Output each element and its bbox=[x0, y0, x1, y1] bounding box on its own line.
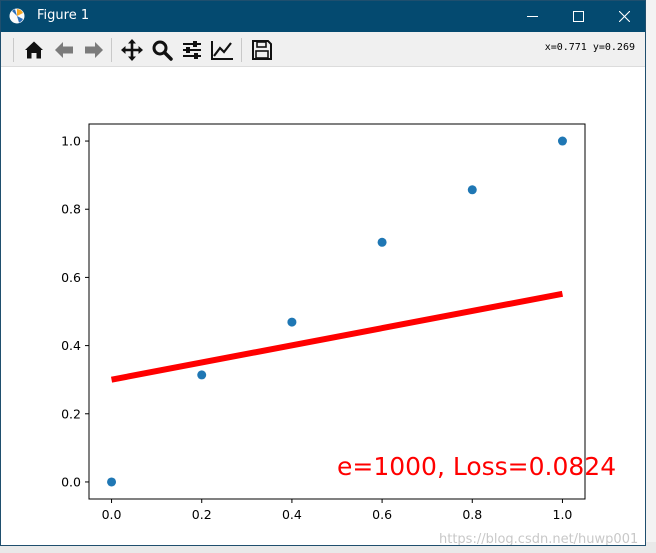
cursor-coordinates: x=0.771 y=0.269 bbox=[544, 42, 635, 53]
x-tick-label: 0.6 bbox=[372, 507, 392, 522]
forward-button[interactable] bbox=[81, 37, 107, 63]
plot-svg[interactable]: 0.0 0.2 0.4 0.6 0.8 1.0 0.0 0.2 0.4 0.6 0.8 1.0 e=… bbox=[1, 67, 645, 545]
edit-axis-icon bbox=[211, 41, 233, 60]
x-tick-label: 0.8 bbox=[462, 507, 482, 522]
y-tick-label: 0.6 bbox=[61, 270, 81, 285]
back-button[interactable] bbox=[51, 37, 77, 63]
save-button[interactable] bbox=[249, 37, 275, 63]
home-icon bbox=[25, 41, 43, 59]
y-axis-ticks: 0.0 0.2 0.4 0.6 0.8 1.0 bbox=[61, 134, 89, 489]
back-arrow-icon bbox=[55, 42, 73, 58]
watermark-text: https://blog.csdn.net/huwp001 bbox=[439, 532, 638, 545]
y-tick-label: 0.0 bbox=[61, 474, 81, 489]
toolbar-grip bbox=[13, 38, 14, 62]
scatter-point bbox=[197, 370, 207, 380]
pan-button[interactable] bbox=[119, 37, 145, 63]
scatter-point bbox=[287, 317, 297, 327]
scatter-point bbox=[377, 237, 387, 247]
x-tick-label: 0.4 bbox=[282, 507, 302, 522]
app-logo-icon bbox=[9, 8, 25, 24]
background-window-bottom bbox=[0, 542, 656, 553]
close-icon bbox=[618, 11, 630, 22]
axes-frame bbox=[88, 123, 586, 500]
window-title: Figure 1 bbox=[37, 8, 90, 23]
figure-canvas[interactable]: 0.0 0.2 0.4 0.6 0.8 1.0 0.0 0.2 0.4 0.6 0.8 1.0 e=… bbox=[1, 67, 645, 545]
y-tick-label: 0.4 bbox=[61, 338, 81, 353]
home-button[interactable] bbox=[21, 37, 47, 63]
maximize-button[interactable] bbox=[555, 1, 601, 32]
forward-arrow-icon bbox=[85, 42, 103, 58]
configure-subplots-button[interactable] bbox=[179, 37, 205, 63]
toolbar-separator bbox=[111, 38, 112, 62]
minimize-icon bbox=[526, 16, 538, 17]
plot-marks bbox=[107, 136, 567, 487]
x-tick-label: 0.2 bbox=[192, 507, 212, 522]
title-bar[interactable]: Figure 1 bbox=[1, 1, 645, 32]
toolbar-separator bbox=[241, 38, 242, 62]
scatter-point bbox=[467, 185, 477, 195]
close-button[interactable] bbox=[601, 1, 647, 32]
scatter-point bbox=[557, 136, 567, 146]
pan-move-icon bbox=[121, 39, 143, 61]
y-tick-label: 0.8 bbox=[61, 202, 81, 217]
scatter-point bbox=[107, 477, 117, 487]
figure-window: Figure 1 bbox=[0, 0, 646, 546]
x-tick-label: 1.0 bbox=[553, 507, 573, 522]
x-axis-ticks: 0.0 0.2 0.4 0.6 0.8 1.0 bbox=[102, 499, 573, 522]
edit-axis-button[interactable] bbox=[209, 37, 235, 63]
y-tick-label: 1.0 bbox=[61, 134, 81, 149]
maximize-icon bbox=[572, 11, 584, 22]
minimize-button[interactable] bbox=[509, 1, 555, 32]
y-tick-label: 0.2 bbox=[61, 406, 81, 421]
navigation-toolbar: x=0.771 y=0.269 bbox=[1, 32, 645, 67]
zoom-magnifier-icon bbox=[152, 40, 173, 61]
loss-annotation: e=1000, Loss=0.0824 bbox=[337, 452, 616, 481]
zoom-button[interactable] bbox=[149, 37, 175, 63]
save-floppy-icon bbox=[252, 40, 272, 60]
x-tick-label: 0.0 bbox=[102, 507, 122, 522]
fitted-line bbox=[110, 290, 564, 383]
configure-subplots-icon bbox=[183, 41, 201, 59]
